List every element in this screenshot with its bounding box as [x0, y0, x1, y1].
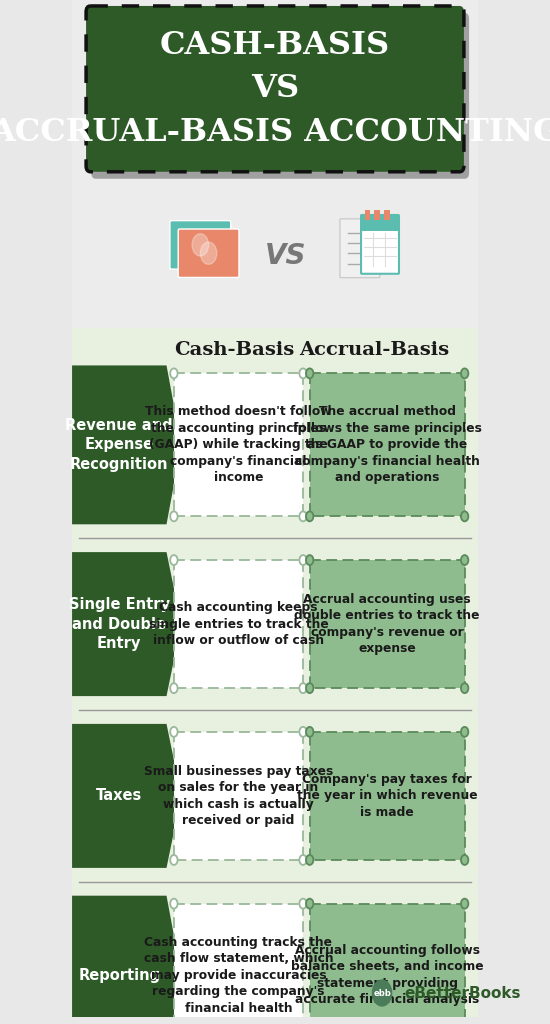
Circle shape: [299, 683, 307, 693]
Text: VS: VS: [251, 74, 299, 104]
Circle shape: [461, 683, 469, 693]
Circle shape: [170, 899, 178, 908]
Circle shape: [299, 855, 307, 865]
Circle shape: [299, 555, 307, 565]
FancyBboxPatch shape: [340, 219, 380, 278]
Circle shape: [372, 980, 392, 1006]
Circle shape: [461, 369, 469, 378]
FancyBboxPatch shape: [174, 560, 303, 688]
Circle shape: [461, 899, 469, 908]
Bar: [374, 210, 380, 220]
Text: Single Entry
and Double
Entry: Single Entry and Double Entry: [69, 597, 170, 651]
Circle shape: [299, 369, 307, 378]
Bar: [365, 210, 370, 220]
Text: Accrual-Basis: Accrual-Basis: [300, 341, 450, 358]
FancyBboxPatch shape: [174, 374, 303, 516]
Circle shape: [461, 555, 469, 565]
Circle shape: [192, 233, 208, 256]
Bar: [72, 0, 478, 328]
Circle shape: [306, 855, 313, 865]
Circle shape: [299, 899, 307, 908]
Text: eBetterBooks: eBetterBooks: [404, 985, 521, 1000]
FancyBboxPatch shape: [86, 6, 464, 172]
Text: VS: VS: [265, 243, 307, 270]
Text: Company's pay taxes for
the year in which revenue
is made: Company's pay taxes for the year in whic…: [297, 773, 477, 819]
Circle shape: [170, 369, 178, 378]
FancyBboxPatch shape: [310, 903, 465, 1024]
Text: Revenue and
Expense
Recognition: Revenue and Expense Recognition: [65, 418, 173, 472]
Bar: [384, 210, 389, 220]
FancyBboxPatch shape: [174, 903, 303, 1024]
Circle shape: [306, 511, 313, 521]
Text: Reporting: Reporting: [78, 968, 161, 983]
Circle shape: [200, 242, 217, 264]
Circle shape: [461, 511, 469, 521]
Text: This method doesn't follow
the accounting principles
(GAAP) while tracking the
c: This method doesn't follow the accountin…: [145, 406, 332, 484]
FancyBboxPatch shape: [310, 732, 465, 860]
Text: ACCRUAL-BASIS ACCOUNTING: ACCRUAL-BASIS ACCOUNTING: [0, 117, 550, 148]
Circle shape: [306, 727, 313, 737]
Circle shape: [306, 369, 313, 378]
Text: Cash accounting keeps
single entries to track the
inflow or outflow of cash: Cash accounting keeps single entries to …: [148, 601, 328, 647]
Text: Cash-Basis: Cash-Basis: [174, 341, 295, 358]
Circle shape: [170, 727, 178, 737]
FancyBboxPatch shape: [310, 560, 465, 688]
Circle shape: [170, 683, 178, 693]
Text: Small businesses pay taxes
on sales for the year in
which cash is actually
recei: Small businesses pay taxes on sales for …: [144, 765, 333, 827]
Circle shape: [306, 683, 313, 693]
Text: Taxes: Taxes: [96, 788, 142, 804]
FancyBboxPatch shape: [91, 13, 469, 179]
Circle shape: [170, 555, 178, 565]
FancyBboxPatch shape: [310, 374, 465, 516]
Text: The accrual method
follows the same principles
as GAAP to provide the
company's : The accrual method follows the same prin…: [293, 406, 482, 484]
FancyBboxPatch shape: [170, 220, 230, 269]
Polygon shape: [72, 896, 182, 1024]
Bar: [362, 216, 398, 231]
Circle shape: [306, 899, 313, 908]
FancyBboxPatch shape: [361, 215, 399, 273]
Polygon shape: [72, 724, 182, 868]
Bar: [72, 328, 478, 1017]
FancyBboxPatch shape: [174, 732, 303, 860]
Text: Cash accounting tracks the
cash flow statement, which
may provide inaccuracies
r: Cash accounting tracks the cash flow sta…: [144, 936, 333, 1015]
Circle shape: [170, 511, 178, 521]
Text: Accrual accounting follows
balance sheets, and income
statement providing
accura: Accrual accounting follows balance sheet…: [291, 944, 483, 1007]
Text: CASH-BASIS: CASH-BASIS: [160, 30, 390, 60]
Polygon shape: [72, 366, 182, 524]
FancyBboxPatch shape: [178, 229, 239, 278]
Circle shape: [461, 727, 469, 737]
Circle shape: [299, 727, 307, 737]
Text: Accrual accounting uses
double entries to track the
company's revenue or
expense: Accrual accounting uses double entries t…: [294, 593, 480, 655]
Circle shape: [306, 555, 313, 565]
Polygon shape: [72, 552, 182, 696]
Circle shape: [299, 511, 307, 521]
Circle shape: [461, 855, 469, 865]
Circle shape: [170, 855, 178, 865]
Text: ebb: ebb: [373, 988, 391, 997]
